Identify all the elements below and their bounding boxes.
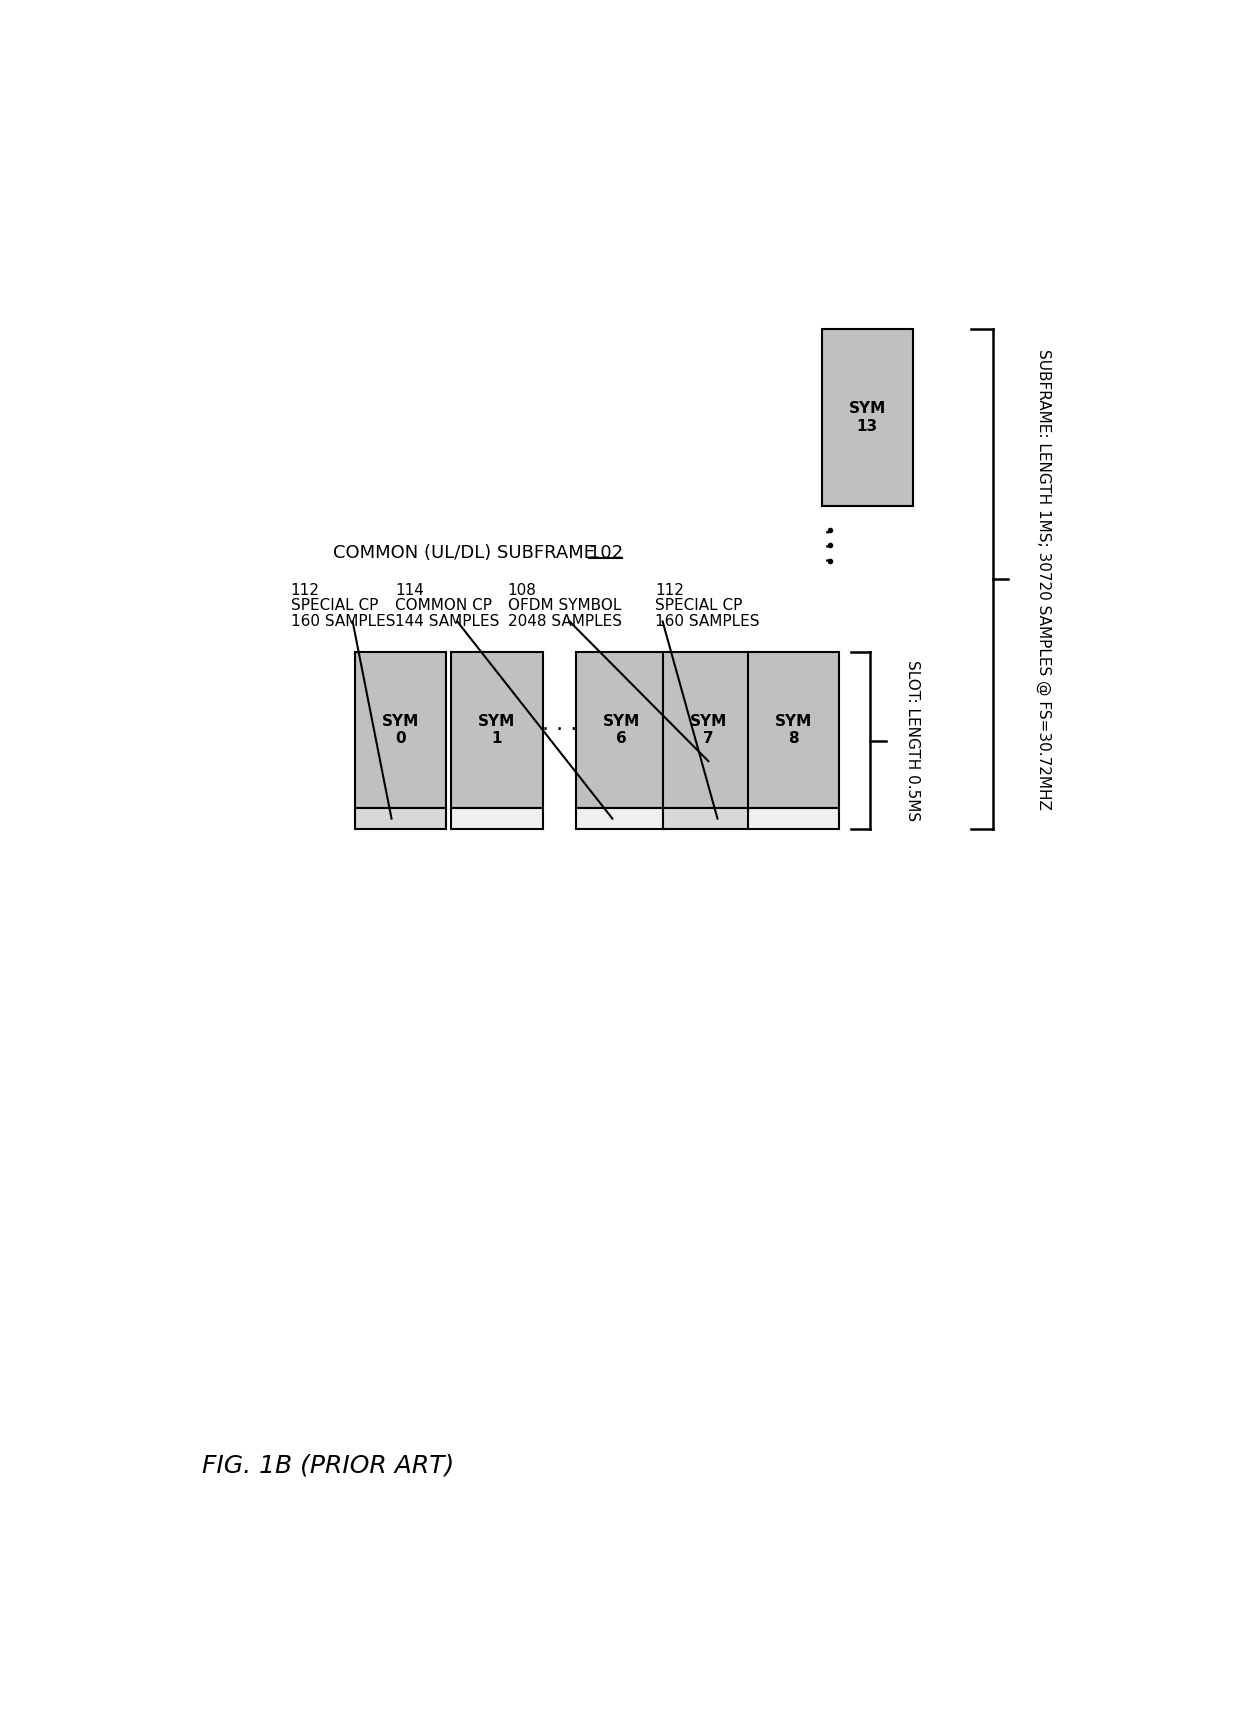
Bar (575, 653, 667, 807)
Text: 160 SAMPLES: 160 SAMPLES (290, 614, 396, 629)
Text: 112: 112 (655, 583, 683, 598)
Bar (451, 653, 543, 807)
Text: SUBFRAME: LENGTH 1MS; 30720 SAMPLES @ FS=30.72MHZ: SUBFRAME: LENGTH 1MS; 30720 SAMPLES @ FS… (1035, 348, 1050, 809)
Text: OFDM SYMBOL: OFDM SYMBOL (507, 598, 621, 614)
Text: · · ·: · · · (542, 720, 577, 740)
Bar (355, 807, 446, 830)
Bar (451, 807, 543, 830)
Text: 112: 112 (290, 583, 320, 598)
Text: 160 SAMPLES: 160 SAMPLES (655, 614, 759, 629)
Text: SYM
8: SYM 8 (775, 713, 812, 746)
Bar (575, 807, 667, 830)
Text: 2048 SAMPLES: 2048 SAMPLES (507, 614, 621, 629)
Text: FIG. 1B (PRIOR ART): FIG. 1B (PRIOR ART) (201, 1453, 454, 1477)
Text: COMMON (UL/DL) SUBFRAME: COMMON (UL/DL) SUBFRAME (334, 545, 601, 562)
Bar (662, 653, 754, 807)
Text: SLOT: LENGTH 0.5MS: SLOT: LENGTH 0.5MS (905, 660, 920, 821)
Text: · · ·: · · · (821, 528, 841, 562)
Text: 102: 102 (589, 545, 624, 562)
Text: SYM
6: SYM 6 (603, 713, 640, 746)
Bar (821, 329, 913, 506)
Text: SYM
0: SYM 0 (382, 713, 419, 746)
Text: 114: 114 (396, 583, 424, 598)
Text: SYM
13: SYM 13 (848, 401, 885, 434)
Text: 144 SAMPLES: 144 SAMPLES (396, 614, 500, 629)
Text: COMMON CP: COMMON CP (396, 598, 492, 614)
Text: 108: 108 (507, 583, 537, 598)
Bar (355, 653, 446, 807)
Text: SPECIAL CP: SPECIAL CP (655, 598, 743, 614)
Text: SYM
1: SYM 1 (479, 713, 516, 746)
Text: SYM
7: SYM 7 (689, 713, 727, 746)
Text: SPECIAL CP: SPECIAL CP (290, 598, 378, 614)
Bar (662, 807, 754, 830)
Bar (748, 653, 839, 807)
Bar (748, 807, 839, 830)
